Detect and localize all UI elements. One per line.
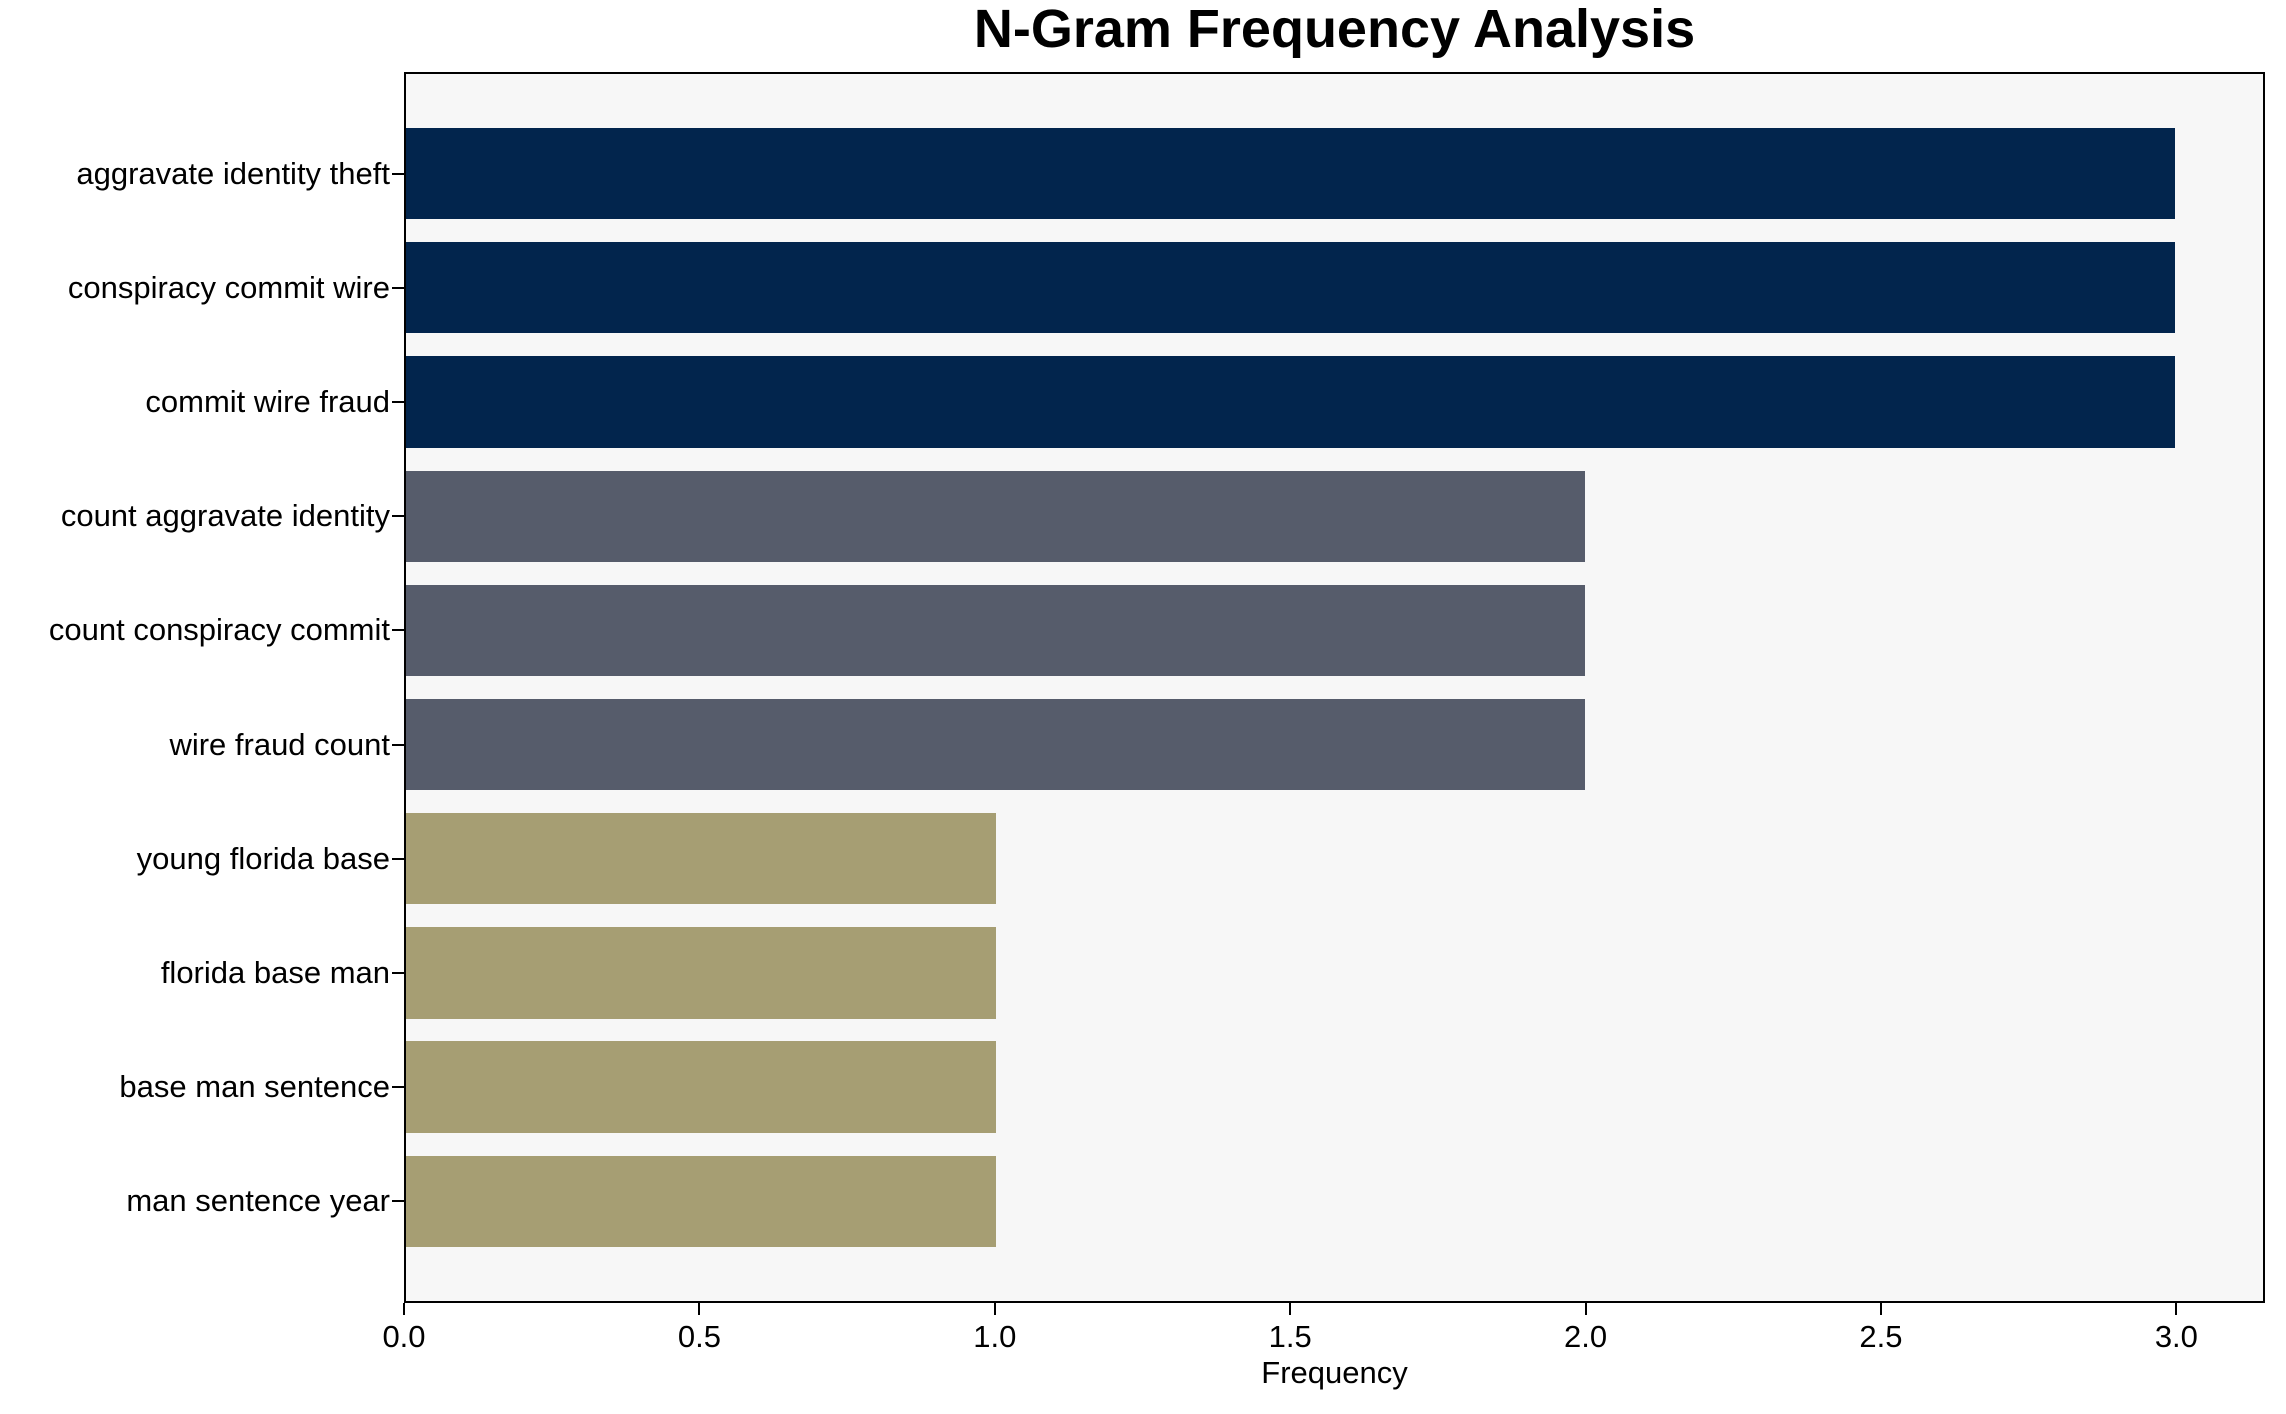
bar [406,1155,996,1248]
x-tick-label: 2.5 [1859,1319,1903,1354]
y-tick-mark [392,857,404,860]
y-tick-label: count conspiracy commit [48,612,390,648]
bar [406,1041,996,1133]
x-tick-mark [698,1303,701,1315]
x-tick-mark [993,1303,996,1315]
x-tick-mark [1289,1303,1292,1315]
y-tick-mark [392,401,404,404]
x-tick-mark [2175,1303,2178,1315]
y-tick-label: conspiracy commit wire [67,269,390,305]
y-tick-mark [392,515,404,518]
y-tick-label: wire fraud count [169,726,390,762]
y-tick-mark [392,286,404,289]
bar [406,470,1586,562]
bar [406,584,1586,677]
bar [406,356,2175,448]
y-tick-label: man sentence year [126,1183,390,1219]
x-tick-label: 0.0 [382,1319,426,1354]
bar [406,927,996,1019]
y-tick-mark [392,629,404,632]
bar [406,813,996,905]
y-tick-mark [392,172,404,175]
y-tick-label: aggravate identity theft [76,155,390,191]
x-tick-label: 2.0 [1564,1319,1608,1354]
x-tick-label: 1.0 [973,1319,1017,1354]
x-axis-label: Frequency [1261,1355,1408,1390]
y-tick-mark [392,743,404,746]
x-tick-label: 0.5 [677,1319,721,1354]
plot-area [404,72,2265,1303]
x-tick-mark [1879,1303,1882,1315]
bar [406,698,1586,791]
y-tick-label: young florida base [136,840,390,876]
y-tick-label: base man sentence [119,1069,390,1105]
bar [406,127,2175,220]
x-tick-label: 3.0 [2154,1319,2198,1354]
y-tick-mark [392,971,404,974]
y-tick-label: florida base man [160,954,390,990]
y-tick-label: count aggravate identity [60,498,390,534]
x-tick-label: 1.5 [1268,1319,1312,1354]
x-tick-mark [403,1303,405,1315]
y-tick-label: commit wire fraud [145,384,390,420]
bar [406,242,2175,334]
y-tick-mark [392,1086,404,1089]
y-tick-mark [392,1200,404,1203]
x-tick-mark [1584,1303,1587,1315]
chart-title: N-Gram Frequency Analysis [973,0,1696,59]
